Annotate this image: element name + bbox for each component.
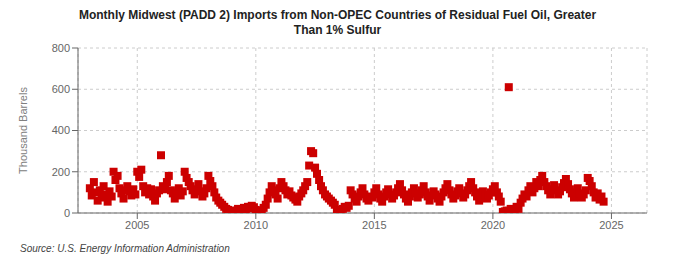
html-text:Monthly Midwest (PADD 2) Impor: Monthly Midwest (PADD 2) Imports from No…	[78, 8, 597, 22]
svg-text:400: 400	[52, 124, 70, 136]
svg-text:0: 0	[64, 207, 70, 219]
svg-text:200: 200	[52, 166, 70, 178]
svg-text:2020: 2020	[481, 219, 505, 231]
svg-text:2015: 2015	[362, 219, 386, 231]
svg-text:600: 600	[52, 83, 70, 95]
html-text:Than 1% Sulfur: Than 1% Sulfur	[293, 23, 382, 37]
svg-text:Thousand Barrels: Thousand Barrels	[17, 87, 29, 174]
svg-text:800: 800	[52, 42, 70, 54]
svg-text:2025: 2025	[599, 219, 623, 231]
svg-text:2005: 2005	[125, 219, 149, 231]
html-text:Source: U.S. Energy Informatio: Source: U.S. Energy Information Administ…	[20, 243, 230, 254]
svg-text:2010: 2010	[244, 219, 268, 231]
